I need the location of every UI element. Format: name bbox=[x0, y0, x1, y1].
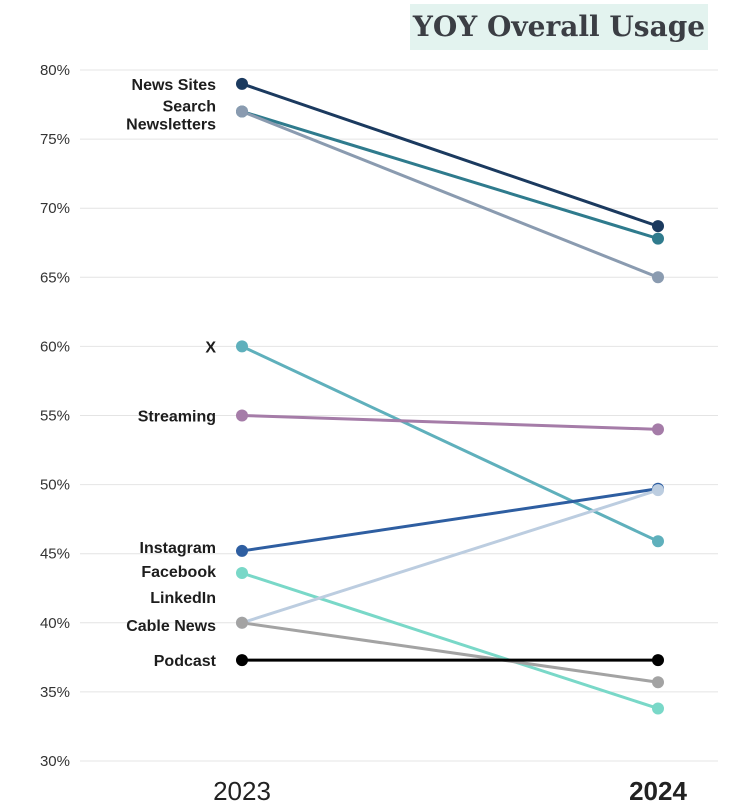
data-point-newsletters-2023 bbox=[236, 105, 248, 118]
series-points bbox=[236, 77, 664, 715]
y-tick-label: 80% bbox=[40, 62, 70, 79]
y-tick-label: 35% bbox=[40, 684, 70, 701]
data-point-x-2024 bbox=[652, 535, 664, 548]
data-point-cable-news-2023 bbox=[236, 616, 248, 629]
series-line-news-sites bbox=[241, 82, 659, 228]
y-tick-label: 45% bbox=[40, 546, 70, 563]
series-line-facebook bbox=[241, 571, 659, 710]
y-axis-ticks: 30% 35% 40% 45% 50% 55% 60% 65% 70% 75% 80% bbox=[40, 62, 70, 770]
series-label-news-sites: News Sites bbox=[132, 77, 217, 94]
series-line-instagram bbox=[241, 487, 659, 553]
gridlines bbox=[80, 69, 718, 762]
series-line-cable-news bbox=[241, 621, 659, 684]
series-label-instagram: Instagram bbox=[140, 540, 216, 557]
data-point-x-2023 bbox=[236, 340, 248, 353]
y-tick-label: 70% bbox=[40, 200, 70, 217]
data-point-streaming-2024 bbox=[652, 423, 664, 436]
series-line-linkedin bbox=[241, 488, 659, 625]
data-point-cable-news-2024 bbox=[652, 676, 664, 689]
data-point-linkedin-2024 bbox=[652, 484, 664, 497]
series-lines bbox=[241, 82, 659, 710]
x-tick-label: 2023 bbox=[213, 776, 271, 806]
series-label-newsletters: Newsletters bbox=[126, 116, 216, 133]
series-line-newsletters bbox=[241, 110, 659, 279]
data-point-news-sites-2024 bbox=[652, 220, 664, 233]
series-label-linkedin: LinkedIn bbox=[150, 590, 216, 607]
series-line-search bbox=[241, 110, 659, 241]
data-point-facebook-2023 bbox=[236, 567, 248, 580]
series-label-search: Search bbox=[163, 98, 216, 115]
data-point-podcast-2024 bbox=[652, 654, 664, 667]
y-tick-label: 65% bbox=[40, 269, 70, 286]
data-point-streaming-2023 bbox=[236, 409, 248, 422]
data-point-search-2024 bbox=[652, 232, 664, 245]
series-line-x bbox=[241, 345, 659, 543]
data-point-podcast-2023 bbox=[236, 654, 248, 667]
series-label-x: X bbox=[205, 339, 216, 356]
y-tick-label: 60% bbox=[40, 338, 70, 355]
data-point-facebook-2024 bbox=[652, 702, 664, 715]
chart-title: YOY Overall Usage bbox=[412, 10, 706, 43]
data-point-news-sites-2023 bbox=[236, 77, 248, 90]
x-tick-label: 2024 bbox=[629, 776, 687, 806]
y-tick-label: 40% bbox=[40, 615, 70, 632]
series-label-facebook: Facebook bbox=[141, 564, 216, 581]
series-label-podcast: Podcast bbox=[154, 653, 217, 670]
chart-title-box: YOY Overall Usage bbox=[410, 4, 708, 50]
y-tick-label: 30% bbox=[40, 753, 70, 770]
y-tick-label: 50% bbox=[40, 477, 70, 494]
series-label-cable-news: Cable News bbox=[126, 618, 216, 635]
data-point-newsletters-2024 bbox=[652, 271, 664, 284]
series-label-streaming: Streaming bbox=[138, 409, 216, 426]
y-tick-label: 55% bbox=[40, 408, 70, 425]
y-tick-label: 75% bbox=[40, 131, 70, 148]
data-point-instagram-2023 bbox=[236, 544, 248, 557]
x-axis-ticks: 2023 2024 bbox=[213, 776, 687, 806]
series-line-streaming bbox=[241, 414, 659, 431]
